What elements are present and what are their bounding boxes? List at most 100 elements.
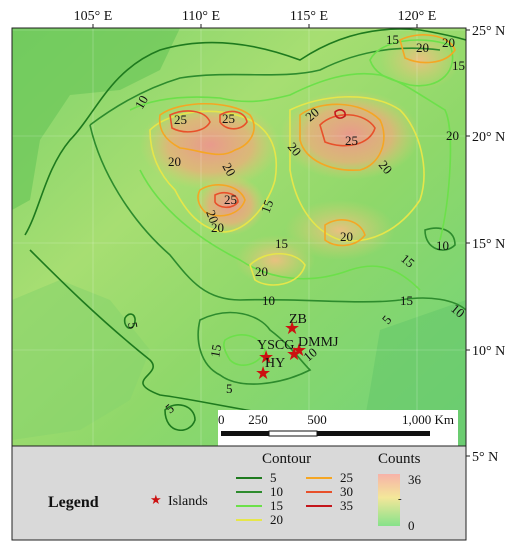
contour-15-northeast xyxy=(369,39,454,87)
island-star-dmmj: ★ xyxy=(291,340,307,360)
legend-contour-value-25: 25 xyxy=(340,470,353,485)
legend-contour-title: Contour xyxy=(262,451,311,467)
scale-tick-0: 0 xyxy=(218,412,225,427)
legend-title: Legend xyxy=(48,494,99,511)
land-mass-southeast xyxy=(360,300,466,446)
contour-15-mid xyxy=(139,169,421,291)
contour-25-west xyxy=(158,102,255,156)
contour-label-15: 15 xyxy=(400,293,413,308)
contour-label-10: 10 xyxy=(132,93,151,112)
contour-label-15: 15 xyxy=(275,236,288,251)
contour-30-southwest xyxy=(214,192,239,209)
lon-tick-115: 115° E xyxy=(290,9,328,24)
contour-10-east xyxy=(424,227,456,251)
lon-tick-105: 105° E xyxy=(74,9,113,24)
scale-segment-1 xyxy=(221,431,269,436)
axis-labels: 105° E 110° E 115° E 120° E 25° N 20° N … xyxy=(74,9,506,465)
legend-counts-min: 0 xyxy=(408,518,415,533)
contour-label-group: 10 25 25 20 20 25 20 20 15 20 25 20 20 2… xyxy=(125,32,468,416)
legend-islands-label: Islands xyxy=(168,494,208,509)
contour-label-30: 25 xyxy=(222,111,235,126)
heat-region-3 xyxy=(195,175,265,235)
tick-marks xyxy=(92,24,470,457)
contour-label-25: 20 xyxy=(168,154,181,169)
contour-20-west xyxy=(149,110,277,233)
legend-contour-value-20: 20 xyxy=(270,512,283,527)
contour-label-15: 15 xyxy=(452,58,465,73)
island-label-yscg: YSCG xyxy=(257,338,294,353)
contour-10-north xyxy=(89,47,441,126)
legend-contour-value-5: 5 xyxy=(270,470,277,485)
lat-tick-15: 15° N xyxy=(472,237,505,252)
contour-label-10: 10 xyxy=(262,293,275,308)
map-panel: 10 25 25 20 20 25 20 20 15 20 25 20 20 2… xyxy=(11,27,468,447)
island-label-hy: HY xyxy=(265,356,285,371)
contour-10-islands xyxy=(197,311,312,385)
heat-region-5 xyxy=(380,30,460,90)
contour-5-outer xyxy=(24,28,467,236)
contour-25-south xyxy=(324,219,366,247)
island-label-zb: ZB xyxy=(289,312,307,327)
scale-segment-3 xyxy=(317,431,430,436)
legend-contour-value-30: 30 xyxy=(340,484,353,499)
contour-label-25: 20 xyxy=(219,160,238,179)
contour-label-20: 20 xyxy=(442,35,455,50)
heat-region-4 xyxy=(285,200,395,260)
land-mass-southwest xyxy=(12,280,150,440)
lat-tick-25: 25° N xyxy=(472,24,505,39)
lon-tick-110: 110° E xyxy=(182,9,220,24)
contour-15-north xyxy=(129,72,452,241)
heat-region-1 xyxy=(140,100,280,190)
scale-segment-2 xyxy=(268,430,318,437)
legend-contour-value-35: 35 xyxy=(340,498,353,513)
legend-counts-max: 36 xyxy=(408,472,422,487)
contour-label-15: 15 xyxy=(386,32,399,47)
contour-10-mid xyxy=(89,124,467,311)
island-star-zb: ★ xyxy=(284,318,300,338)
contour-15-islands xyxy=(223,334,266,366)
contour-label-5: 5 xyxy=(125,321,141,330)
legend-counts-mid: - xyxy=(398,493,402,505)
contour-35 xyxy=(334,109,346,119)
contour-label-15: 15 xyxy=(258,198,277,215)
contour-25-northeast xyxy=(399,34,456,64)
lon-tick-120: 120° E xyxy=(398,9,437,24)
legend-counts-ramp xyxy=(378,474,400,526)
contour-5-small xyxy=(123,313,136,329)
contour-30-west1 xyxy=(169,110,211,133)
contour-25-southwest xyxy=(197,184,246,217)
legend-counts-title: Counts xyxy=(378,451,421,467)
contour-label-20: 20 xyxy=(255,264,268,279)
contour-label-5: 5 xyxy=(226,381,233,396)
legend-contour-value-10: 10 xyxy=(270,484,283,499)
contour-label-25: 20 xyxy=(203,208,222,225)
contour-label-20: 20 xyxy=(446,128,459,143)
legend-islands-star: ★ xyxy=(150,492,162,507)
contour-25-east xyxy=(299,103,385,171)
lat-tick-10: 10° N xyxy=(472,344,505,359)
scale-bar-background xyxy=(218,410,458,446)
contour-5-island xyxy=(164,404,196,432)
scale-tick-250: 250 xyxy=(248,412,268,427)
land-mass-northwest xyxy=(12,28,180,210)
contour-20-south xyxy=(249,253,306,286)
contour-label-30: 25 xyxy=(345,133,358,148)
contour-30-west2 xyxy=(219,110,248,130)
legend-panel: Legend ★ Islands Contour 5 10 15 20 25 3… xyxy=(11,445,467,541)
islands-layer: ★ ZB ★ YSCG ★ DMMJ ★ ★ HY xyxy=(255,312,339,383)
contour-label-25: 20 xyxy=(340,229,353,244)
contour-label-25: 20 xyxy=(416,40,429,55)
scale-tick-500: 500 xyxy=(307,412,327,427)
contour-label-30: 25 xyxy=(224,192,237,207)
contour-5-south xyxy=(29,249,321,421)
heat-region-6 xyxy=(235,235,315,285)
lat-tick-5: 5° N xyxy=(472,450,498,465)
heat-region-2 xyxy=(280,90,420,180)
scale-tick-1000: 1,000 Km xyxy=(402,412,454,427)
contour-30-east xyxy=(319,114,376,147)
legend-contour-value-15: 15 xyxy=(270,498,283,513)
contour-label-20: 20 xyxy=(211,220,224,235)
island-star-yscg: ★ xyxy=(286,344,302,364)
island-label-dmmj: DMMJ xyxy=(298,335,339,350)
